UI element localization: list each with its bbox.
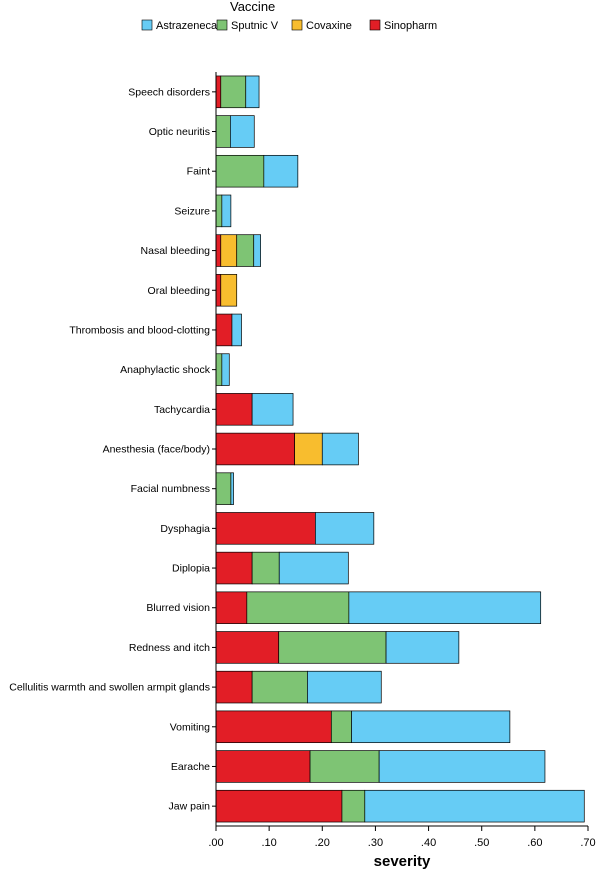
bar-segment-astrazeneca xyxy=(231,313,242,347)
y-tick-label: Earache xyxy=(171,761,210,773)
y-tick-label: Anaphylactic shock xyxy=(120,364,211,376)
legend-label-sinopharm: Sinopharm xyxy=(384,20,437,32)
bar-segment-sinopharm xyxy=(215,551,253,585)
bar-segment-astrazeneca xyxy=(263,154,299,188)
legend-swatch-covaxine xyxy=(291,19,303,31)
bar-segment-sinopharm xyxy=(215,512,316,545)
x-axis-title: severity xyxy=(374,853,431,870)
bar-segment-astrazeneca xyxy=(221,194,232,228)
bar-segment-astrazeneca xyxy=(245,75,260,109)
bars xyxy=(215,75,585,823)
bar-segment-sinopharm xyxy=(215,313,233,347)
y-tick-label: Speech disorders xyxy=(128,86,210,98)
bar-segment-astrazeneca xyxy=(315,512,375,545)
bar-segment-astrazeneca xyxy=(351,710,511,744)
y-axis: Speech disorders Optic neuritis Faint Seizu… xyxy=(9,72,217,826)
bar-segment-sputnic-v xyxy=(220,75,247,109)
bar-segment-covaxine xyxy=(294,432,323,466)
y-tick-label: Vomiting xyxy=(170,721,210,733)
bar-segment-sinopharm xyxy=(215,432,296,466)
bar-segment-sputnic-v xyxy=(251,670,308,704)
bar-segment-astrazeneca xyxy=(278,551,349,585)
y-tick-label: Anesthesia (face/body) xyxy=(103,444,210,456)
bar-segment-sputnic-v xyxy=(341,789,366,823)
y-tick-label: Cellulitis warmth and swollen armpit gla… xyxy=(9,682,210,694)
bar-segment-astrazeneca xyxy=(307,670,382,704)
x-tick-label: .20 xyxy=(315,837,330,849)
bar-segment-sinopharm xyxy=(215,710,332,744)
bar-segment-sputnic-v xyxy=(215,353,223,386)
y-tick-label: Tachycardia xyxy=(154,404,210,416)
bar-segment-sinopharm xyxy=(215,591,248,624)
x-axis: .00 .10 .20 .30 .40 .50 .60 .70 xyxy=(208,825,596,849)
legend-items: Astrazeneca Sputnic V Covaxine Sinopharm xyxy=(141,19,437,32)
y-tick-label: Diplopia xyxy=(172,563,210,575)
x-tick-label: .40 xyxy=(421,837,436,849)
legend-swatch-astrazeneca xyxy=(141,19,153,31)
bar-segment-sinopharm xyxy=(215,393,253,426)
bar-segment-sputnic-v xyxy=(236,234,255,267)
y-tick-label: Thrombosis and blood-clotting xyxy=(69,324,210,336)
y-tick-label: Nasal bleeding xyxy=(141,245,211,257)
y-tick-label: Blurred vision xyxy=(146,602,210,614)
y-tick-label: Jaw pain xyxy=(169,801,211,813)
bar-segment-sputnic-v xyxy=(215,472,232,505)
y-tick-label: Dysphagia xyxy=(160,523,210,535)
bar-segment-sinopharm xyxy=(215,631,280,664)
y-tick-label: Optic neuritis xyxy=(149,126,210,138)
bar-segment-astrazeneca xyxy=(221,353,230,386)
bar-segment-covaxine xyxy=(220,274,238,307)
x-tick-label: .60 xyxy=(527,837,542,849)
bar-segment-sinopharm xyxy=(215,274,222,307)
x-tick-label: .70 xyxy=(580,837,595,849)
bar-segment-sputnic-v xyxy=(278,631,387,664)
x-tick-label: .10 xyxy=(261,837,276,849)
bar-segment-sputnic-v xyxy=(246,591,350,624)
y-tick-label: Oral bleeding xyxy=(148,285,211,297)
plot-area: Speech disorders Optic neuritis Faint Seizu… xyxy=(9,72,596,849)
bar-segment-covaxine xyxy=(220,234,238,267)
bar-segment-astrazeneca xyxy=(378,750,546,783)
legend-title: Vaccine xyxy=(230,0,275,14)
legend-swatch-sinopharm xyxy=(369,19,381,31)
bar-segment-sinopharm xyxy=(215,750,311,783)
bar-segment-astrazeneca xyxy=(229,115,255,148)
bar-segment-sputnic-v xyxy=(215,115,231,148)
bar-segment-sputnic-v xyxy=(251,551,280,585)
y-tick-label: Seizure xyxy=(174,205,210,217)
bar-segment-sputnic-v xyxy=(215,154,265,188)
bar-segment-sputnic-v xyxy=(309,750,380,783)
bar-segment-astrazeneca xyxy=(251,393,294,426)
bar-segment-sinopharm xyxy=(215,789,343,823)
bar-segment-astrazeneca xyxy=(321,432,359,466)
x-tick-label: .00 xyxy=(208,837,223,849)
x-tick-label: .30 xyxy=(368,837,383,849)
legend-label-sputnic-v: Sputnic V xyxy=(231,20,279,32)
legend-swatch-sputnic-v xyxy=(216,19,228,31)
y-tick-label: Faint xyxy=(187,166,210,178)
legend-label-astrazeneca: Astrazeneca xyxy=(156,20,218,32)
legend: Vaccine Astrazeneca Sputnic V Covaxine Sino… xyxy=(141,0,437,32)
bar-segment-astrazeneca xyxy=(364,789,585,823)
x-tick-label: .50 xyxy=(474,837,489,849)
bar-segment-astrazeneca xyxy=(230,472,234,505)
bar-segment-astrazeneca xyxy=(253,234,261,267)
bar-segment-sputnic-v xyxy=(215,194,223,228)
y-tick-label: Facial numbness xyxy=(131,483,210,495)
bar-segment-sinopharm xyxy=(215,75,222,109)
bar-segment-astrazeneca xyxy=(348,591,542,624)
bar-segment-sinopharm xyxy=(215,670,253,704)
legend-label-covaxine: Covaxine xyxy=(306,20,352,32)
bar-segment-sputnic-v xyxy=(330,710,352,744)
bar-segment-sinopharm xyxy=(215,234,222,267)
bar-segment-astrazeneca xyxy=(385,631,460,664)
y-tick-label: Redness and itch xyxy=(129,642,210,654)
